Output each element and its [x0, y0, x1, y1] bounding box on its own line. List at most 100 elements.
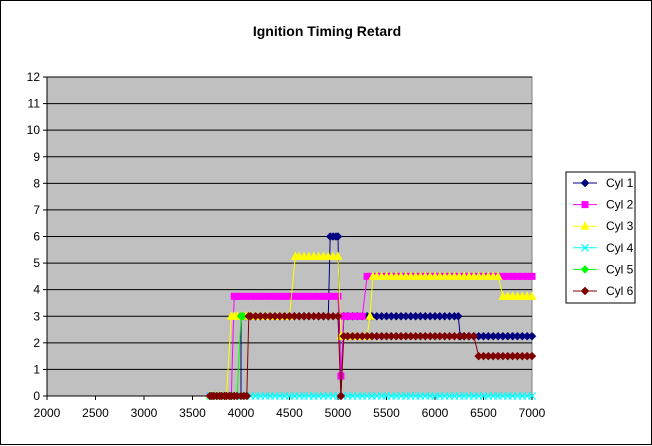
legend-marker-1	[581, 201, 589, 209]
point-1-19	[290, 292, 298, 300]
x-tick-label-9: 6500	[470, 406, 497, 420]
point-0-73	[527, 331, 537, 341]
y-tick-label-0: 0	[33, 389, 40, 403]
legend-marker-5	[580, 286, 590, 296]
point-1-34	[358, 312, 366, 320]
point-1-35	[363, 272, 371, 280]
x-tick-label-5: 4500	[276, 406, 303, 420]
point-1-31	[344, 312, 352, 320]
point-1-29	[337, 372, 345, 380]
point-1-66	[513, 272, 521, 280]
point-5-63	[469, 331, 479, 341]
legend-entry-0[interactable]: Cyl 1	[573, 176, 634, 190]
legend-entry-4[interactable]: Cyl 5	[573, 262, 634, 276]
series-layer	[205, 232, 537, 401]
point-2-70	[527, 291, 537, 300]
y-tick-label-8: 8	[33, 176, 40, 190]
legend-marker-3	[581, 243, 589, 252]
y-tick-label-5: 5	[33, 256, 40, 270]
grid-lines	[47, 76, 532, 370]
point-1-69	[528, 272, 536, 280]
x-tick-label-8: 6000	[422, 406, 449, 420]
legend-entry-2[interactable]: Cyl 3	[573, 219, 634, 233]
y-tick-label-4: 4	[33, 283, 40, 297]
point-1-26	[324, 292, 332, 300]
legend-entry-5[interactable]: Cyl 6	[573, 284, 634, 298]
legend-label-4: Cyl 5	[606, 262, 634, 276]
point-1-12	[256, 292, 264, 300]
x-tick-label-6: 5000	[325, 406, 352, 420]
point-2-63	[493, 271, 503, 280]
legend-entry-1[interactable]: Cyl 2	[573, 198, 634, 212]
legend-entry-3[interactable]: Cyl 4	[573, 241, 634, 255]
y-tick-label-10: 10	[27, 123, 41, 137]
point-1-13	[261, 292, 269, 300]
point-1-18	[286, 292, 293, 300]
legend-label-2: Cyl 3	[606, 219, 634, 233]
point-1-30	[340, 312, 348, 320]
point-1-16	[276, 292, 284, 300]
y-tick-label-11: 11	[28, 97, 41, 111]
point-0-57	[453, 311, 463, 321]
point-1-63	[499, 272, 507, 280]
point-1-33	[353, 312, 361, 320]
point-1-11	[252, 292, 260, 300]
chart-title: Ignition Timing Retard	[253, 23, 401, 39]
legend[interactable]: Cyl 1 Cyl 2 Cyl 3 Cyl 4 Cyl 5 Cyl 6	[565, 171, 636, 304]
point-1-23	[310, 292, 318, 300]
point-1-8	[237, 292, 245, 300]
point-5-14	[242, 391, 252, 401]
point-1-32	[349, 312, 357, 320]
y-tick-label-1: 1	[33, 362, 40, 376]
point-1-10	[247, 292, 255, 300]
x-tick-label-4: 4000	[228, 406, 255, 420]
point-1-14	[266, 292, 274, 300]
y-tick-label-9: 9	[33, 150, 40, 164]
point-1-15	[271, 292, 279, 300]
legend-label-0: Cyl 1	[606, 176, 634, 190]
y-tick-label-6: 6	[33, 230, 40, 244]
point-1-68	[523, 272, 531, 280]
point-1-27	[329, 292, 337, 300]
point-1-25	[319, 292, 327, 300]
point-1-20	[295, 292, 303, 300]
point-2-36	[365, 311, 375, 320]
point-1-7	[233, 292, 241, 300]
y-tick-label-7: 7	[33, 203, 40, 217]
legend-marker-4	[580, 265, 590, 274]
point-1-24	[315, 292, 323, 300]
point-1-17	[281, 292, 289, 300]
point-5-34	[333, 311, 343, 321]
x-tick-label-2: 3000	[131, 406, 158, 420]
legend-label-3: Cyl 4	[606, 241, 634, 255]
legend-box	[565, 171, 636, 304]
point-0-31	[333, 232, 343, 241]
y-tick-label-12: 12	[27, 70, 41, 84]
legend-marker-2	[580, 221, 590, 230]
series-cyl-6	[205, 311, 537, 401]
legend-label-5: Cyl 6	[606, 284, 634, 298]
point-1-65	[509, 272, 517, 280]
point-3-67	[528, 392, 536, 400]
legend-marker-0	[580, 178, 590, 188]
point-5-75	[527, 351, 537, 361]
point-1-21	[300, 292, 308, 300]
x-tick-label-7: 5500	[373, 406, 400, 420]
y-tick-label-3: 3	[33, 309, 40, 323]
point-2-28	[333, 251, 343, 260]
y-tick-label-2: 2	[33, 336, 40, 350]
x-tick-label-1: 2500	[82, 406, 109, 420]
legend-label-1: Cyl 2	[606, 198, 634, 212]
x-tick-label-3: 3500	[179, 406, 206, 420]
point-1-28	[334, 292, 342, 300]
point-1-64	[504, 272, 512, 280]
point-1-22	[305, 292, 313, 300]
point-1-67	[518, 272, 526, 280]
point-1-9	[242, 292, 250, 300]
x-tick-label-10: 7000	[519, 406, 546, 420]
point-5-35	[336, 391, 346, 401]
point-4-9	[238, 311, 248, 321]
